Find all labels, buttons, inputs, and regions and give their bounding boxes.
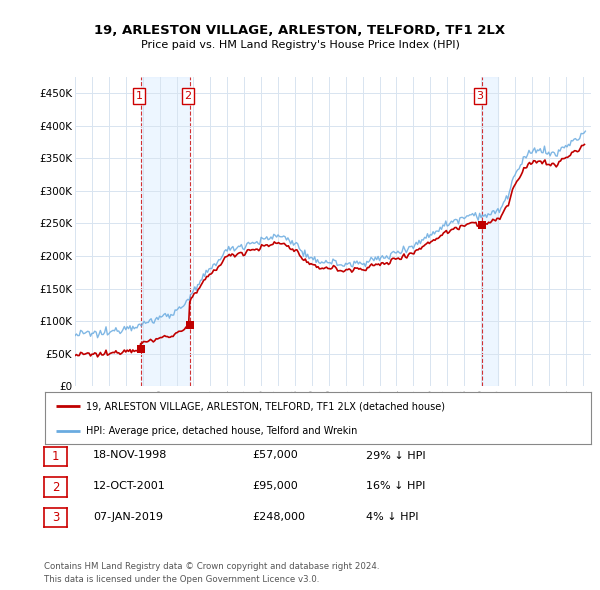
Text: 1: 1	[136, 91, 142, 101]
Text: 2: 2	[184, 91, 191, 101]
Text: 3: 3	[476, 91, 484, 101]
Text: Price paid vs. HM Land Registry's House Price Index (HPI): Price paid vs. HM Land Registry's House …	[140, 40, 460, 50]
Text: 19, ARLESTON VILLAGE, ARLESTON, TELFORD, TF1 2LX (detached house): 19, ARLESTON VILLAGE, ARLESTON, TELFORD,…	[86, 401, 445, 411]
Text: 12-OCT-2001: 12-OCT-2001	[93, 481, 166, 491]
Text: £57,000: £57,000	[252, 451, 298, 460]
Text: 07-JAN-2019: 07-JAN-2019	[93, 512, 163, 522]
Text: This data is licensed under the Open Government Licence v3.0.: This data is licensed under the Open Gov…	[44, 575, 320, 584]
Text: 2: 2	[52, 480, 59, 494]
Text: 18-NOV-1998: 18-NOV-1998	[93, 451, 167, 460]
Bar	[482, 77, 499, 386]
Text: 1: 1	[52, 450, 59, 463]
Text: 19, ARLESTON VILLAGE, ARLESTON, TELFORD, TF1 2LX: 19, ARLESTON VILLAGE, ARLESTON, TELFORD,…	[94, 24, 506, 37]
Text: Contains HM Land Registry data © Crown copyright and database right 2024.: Contains HM Land Registry data © Crown c…	[44, 562, 380, 571]
Text: HPI: Average price, detached house, Telford and Wrekin: HPI: Average price, detached house, Telf…	[86, 426, 358, 435]
Text: 29% ↓ HPI: 29% ↓ HPI	[366, 451, 425, 460]
Bar	[140, 77, 190, 386]
Text: 4% ↓ HPI: 4% ↓ HPI	[366, 512, 419, 522]
Text: £95,000: £95,000	[252, 481, 298, 491]
Text: £248,000: £248,000	[252, 512, 305, 522]
Text: 3: 3	[52, 511, 59, 525]
Text: 16% ↓ HPI: 16% ↓ HPI	[366, 481, 425, 491]
